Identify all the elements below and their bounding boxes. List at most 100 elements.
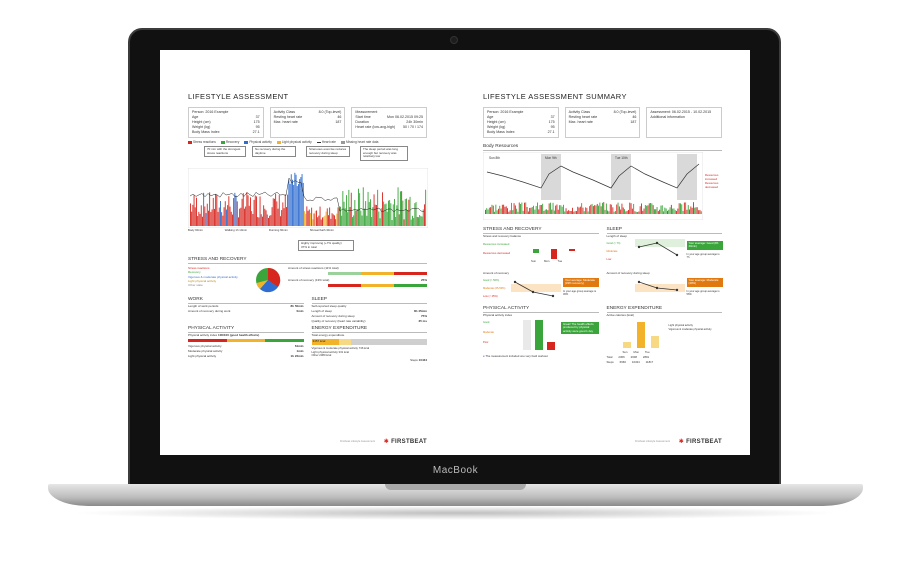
activity-bar [322,217,323,226]
activity-bar [232,214,233,226]
section-title: WORK [188,297,203,303]
activity-label: Walking 1h 10min [224,228,247,232]
day-label: Tue [644,350,650,354]
activity-bar [555,205,557,214]
activity-bar [525,202,527,214]
steps-label: Steps [606,360,614,364]
activity-bar [500,208,502,214]
activity-bar [252,213,254,226]
field-label: Max. heart rate [568,120,593,124]
activity-bar [590,204,592,214]
activity-bar [505,206,507,214]
activity-bar [503,204,505,214]
activity-bar [693,202,694,214]
sleep-recovery-average-box: Your average: Moderate (49%) [686,278,723,287]
activity-bar [354,199,356,226]
activity-bar [566,211,568,214]
sleep-row: Quality of recovery (heart rate variabil… [312,319,428,324]
activity-bar [329,207,331,226]
physical-note-text: The measurement included one very hard w… [485,354,548,358]
activity-bar [239,208,241,226]
activity-bar [346,195,347,226]
activity-bar [307,210,309,226]
activity-bar [276,201,278,226]
activity-bar [248,205,250,226]
note-stress: 70 min with the strongest stress reactio… [204,146,246,158]
body-resources-chart: Sun 8th Mon 9th Tue 10th [483,152,703,220]
legend-recovery: Recovery [221,140,239,144]
total-value: 2608 [630,355,637,359]
physical-row: Moderate physical activity 1min [188,349,304,354]
activity-bar [352,217,353,226]
energy-legend: Vigorous & moderate physical activity 74… [312,347,428,358]
activity-bar [292,179,293,226]
field-label: Start time [355,115,371,119]
activity-bar [546,209,547,214]
activity-bar [400,191,401,226]
activity-bar [391,219,393,226]
activity-bar [382,192,383,226]
activity-bar [531,207,533,214]
activity-bar [270,215,272,226]
activity-bar [512,210,514,214]
physical-value: 1h 22min [290,354,304,359]
activity-bar [578,207,580,214]
activity-bar [690,206,692,214]
mod-label: Moderate [606,250,618,253]
activity-bar [413,218,415,226]
activity-bar [376,204,377,226]
activity-bar [518,202,520,214]
activity-bar [254,195,256,226]
field-value: 46 [337,115,342,119]
activity-bar [509,210,511,214]
activity-bar [682,210,684,214]
activity-bar [190,203,191,226]
activity-bar [396,205,398,226]
section-physical: PHYSICAL ACTIVITY [483,306,599,313]
steps-value: 6666 [619,360,626,364]
activity-bar [655,209,657,214]
activity-bar [689,209,690,214]
activity-bar [404,199,406,226]
physical-index-label: Physical activity index [483,313,513,317]
activity-bar [193,195,195,226]
activity-bar [294,172,296,226]
activity-bar [314,210,316,226]
activity-bar [335,219,337,226]
activity-bar [250,197,251,226]
sr-item: Other state [188,283,203,287]
activity-bar [284,194,286,226]
legend-missing: Missing heart rate data [341,140,378,144]
activity-bar [581,203,583,214]
person-info: Person: 2016 Example Age 37 Height (cm) 17… [188,107,428,138]
pie-slice-stress [268,268,281,288]
activity-bar [535,206,537,214]
field-value: 50 / 70 / 174 [403,125,424,129]
section-energy: ENERGY EXPENDITURE [606,306,722,313]
activity-bar [599,202,601,214]
activity-bar [196,197,197,226]
day-label: Sun [622,350,628,354]
device-brand-label: MacBook [432,465,479,476]
activity-bar [268,217,269,226]
sleep-summary: SLEEP Length of sleep Good (> 7h) Modera… [606,227,723,304]
physical-row: Vigorous physical activity 61min [188,344,304,349]
activity-bar [365,201,367,226]
activity-bar [499,205,501,214]
activity-bar [402,200,404,226]
day-label: Sun 8th [489,156,500,160]
activity-bar [624,209,625,214]
day-chart-area: 70 min with the strongest stress reactio… [188,146,428,238]
section-title: PHYSICAL ACTIVITY [483,306,530,311]
activity-bar [628,209,629,214]
activity-bar [600,206,602,214]
activity-bar [398,214,400,226]
activity-bar [577,206,579,214]
mod-label: Moderate [483,331,494,334]
activity-bar [319,206,321,226]
physical-result-box: Great! The health effects produced by ph… [561,322,599,335]
activity-bar [245,206,247,226]
activity-bar [589,206,590,214]
section-title: SLEEP [311,297,327,303]
activity-bar [592,206,594,214]
